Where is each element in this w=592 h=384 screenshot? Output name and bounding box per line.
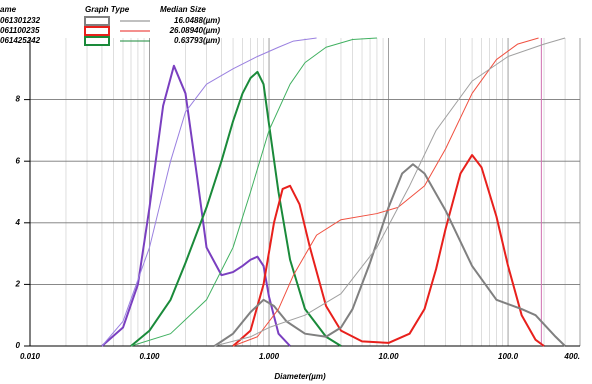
legend-header: ame (0, 5, 17, 14)
y-tick-label: 2 (15, 280, 21, 289)
x-tick-label: 100.0 (498, 352, 519, 361)
size-curve (214, 37, 566, 347)
x-tick-label: 1.000 (259, 352, 280, 361)
size-curve (213, 163, 566, 347)
size-curve (101, 37, 317, 347)
legend: ame Graph Type Median Size 061301232 16.0488… (0, 5, 221, 46)
x-tick-label: 0.100 (139, 352, 160, 361)
legend-swatch (84, 36, 110, 46)
y-tick-label: 4 (15, 218, 21, 227)
legend-median: 16.0488(µm) (174, 16, 220, 25)
y-tick-label: 6 (16, 156, 21, 165)
grid: 0.010 0.100 1.000 10.00 100.0 400. 0 2 4 6 8 (15, 38, 581, 361)
size-curve (101, 64, 291, 347)
x-tick-label: 0.010 (20, 352, 41, 361)
legend-swatch (84, 16, 110, 26)
x-axis-label: Diameter(µm) (274, 372, 326, 381)
legend-name: 061425242 (0, 36, 41, 45)
size-curve (232, 154, 545, 347)
size-curve (130, 37, 377, 347)
legend-name: 061301232 (0, 16, 41, 25)
legend-header: Graph Type (85, 5, 130, 14)
legend-header: Median Size (160, 5, 206, 14)
legend-swatch (84, 26, 110, 36)
size-curve (130, 70, 342, 347)
legend-median: 0.63793(µm) (174, 36, 220, 45)
x-tick-label: 10.00 (379, 352, 400, 361)
legend-median: 26.08940(µm) (169, 26, 221, 35)
y-tick-label: 0 (16, 341, 21, 350)
x-tick-label: 400. (563, 352, 580, 361)
curves (101, 37, 566, 347)
size-curve (232, 37, 539, 347)
legend-name: 061100235 (0, 26, 40, 35)
y-tick-label: 8 (16, 95, 21, 104)
